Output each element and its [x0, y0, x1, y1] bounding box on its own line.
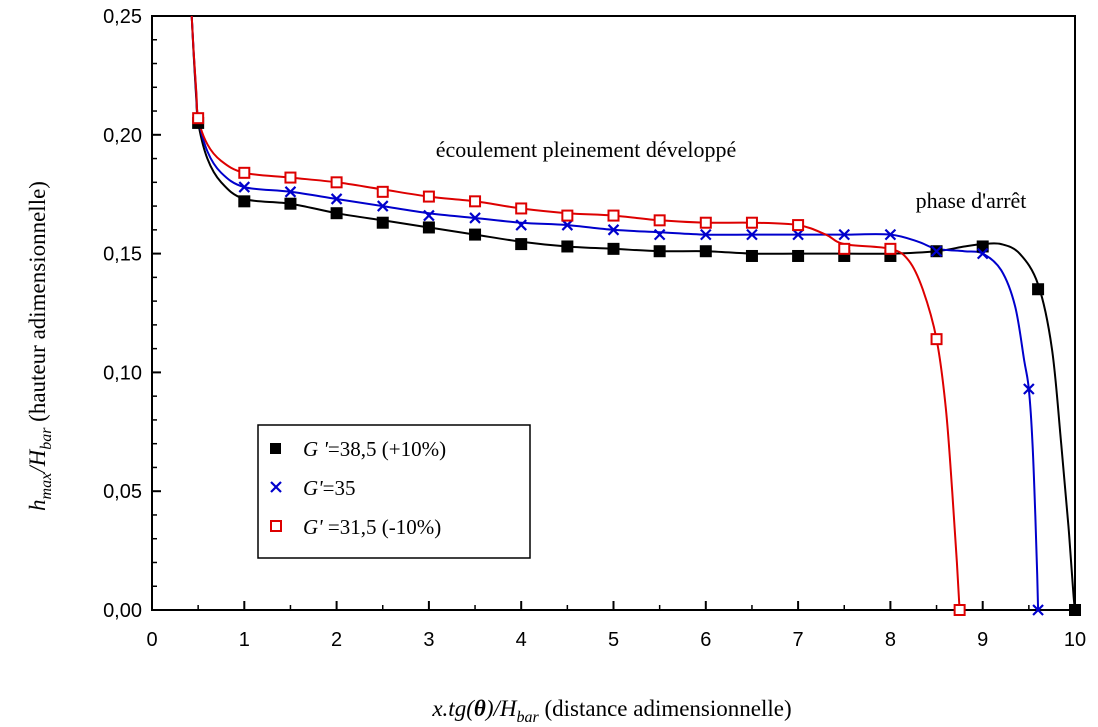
series-2-point	[607, 224, 620, 236]
series-2-point	[1032, 604, 1044, 616]
series-2-point	[792, 228, 804, 241]
series-1-point	[422, 221, 435, 234]
series-3-point	[930, 333, 943, 346]
legend-marker-series-2	[270, 481, 282, 493]
series-2-point	[469, 212, 481, 224]
series-3-point	[515, 202, 528, 215]
legend-marker-series-3	[270, 520, 282, 532]
series-3-point	[376, 185, 389, 198]
series-markers	[192, 112, 1081, 616]
legend-marker-series-1	[270, 443, 281, 454]
series-3-point	[330, 176, 343, 189]
series-3-point	[238, 166, 251, 179]
series-2-point	[330, 193, 343, 205]
y-tick-label: 0,20	[103, 125, 142, 147]
series-1-point	[561, 240, 574, 253]
axis-ticks: 0 1 2 3 4 5 6 7 8 9 10 0,00 0,05 0,10 0,15 0,20 0,25	[103, 6, 1086, 651]
x-tick-label: 1	[239, 629, 250, 651]
series-2-point	[423, 209, 435, 222]
series-2-point	[746, 228, 758, 241]
y-tick-label: 0,10	[103, 362, 142, 384]
series-2-point	[976, 247, 989, 260]
x-tick-label: 8	[885, 629, 896, 651]
series-1-point	[1032, 283, 1045, 296]
x-tick-label: 7	[793, 629, 804, 651]
series-3-point	[607, 209, 620, 222]
series-3-point	[653, 214, 666, 227]
series-1-point	[653, 245, 666, 258]
legend-label-series-2: G'=35	[303, 476, 356, 500]
series-3-point	[745, 216, 758, 229]
x-tick-label: 5	[608, 629, 619, 651]
series-1-point	[699, 245, 712, 258]
series-3-point	[699, 216, 712, 229]
series-1-point	[515, 238, 528, 251]
annotation-fully-developed-flow: écoulement pleinement développé	[436, 137, 737, 162]
x-axis-label: x.tg(θ)/Hbar (distance adimensionnelle)	[431, 696, 791, 726]
series-2-point	[515, 219, 527, 231]
series-2-point	[884, 228, 897, 241]
series-1-point	[238, 195, 251, 208]
x-tick-label: 10	[1064, 629, 1086, 651]
series-2-point	[700, 228, 712, 241]
series-3-point	[469, 195, 482, 208]
x-tick-label: 6	[700, 629, 711, 651]
x-tick-label: 2	[331, 629, 342, 651]
series-3-point	[561, 209, 574, 222]
legend-label-series-1: G '=38,5 (+10%)	[303, 437, 446, 461]
series-1-point	[607, 242, 620, 255]
series-1-point	[330, 207, 343, 220]
legend: G '=38,5 (+10%) G'=35 G' =31,5 (-10%)	[257, 424, 531, 559]
legend-label-series-3: G' =31,5 (-10%)	[303, 515, 441, 539]
series-2-point	[284, 186, 297, 198]
series-3-point	[192, 112, 205, 125]
x-tick-label: 4	[516, 629, 527, 651]
series-3-point	[422, 190, 435, 203]
series-2-point	[838, 228, 851, 241]
annotation-stopping-phase: phase d'arrêt	[916, 188, 1027, 213]
series-1-point	[745, 249, 758, 262]
y-tick-label: 0,25	[103, 6, 142, 28]
series-2-point	[930, 245, 943, 258]
y-axis-label: hmax/Hbar (hauteur adimensionnelle)	[25, 181, 55, 511]
series-1-point	[376, 216, 389, 229]
series-2-point	[1023, 383, 1035, 395]
series-2-point	[376, 200, 389, 212]
series-1-point	[469, 228, 482, 241]
series-1-point	[1069, 604, 1081, 616]
y-tick-label: 0,00	[103, 600, 142, 622]
series-2-point	[653, 228, 666, 241]
series-1-point	[792, 249, 805, 262]
x-tick-label: 3	[423, 629, 434, 651]
y-tick-label: 0,15	[103, 244, 142, 266]
series-2-point	[238, 181, 251, 193]
series-3-point	[953, 604, 966, 616]
series-3-point	[838, 242, 851, 255]
y-tick-label: 0,05	[103, 481, 142, 503]
x-tick-label: 9	[977, 629, 988, 651]
series-3-point	[884, 242, 897, 255]
series-1-point	[284, 197, 297, 210]
x-tick-label: 0	[146, 629, 157, 651]
series-3-point	[792, 219, 805, 232]
series-2-point	[561, 219, 574, 231]
legend-box	[257, 424, 531, 559]
series-3-point	[284, 171, 297, 184]
